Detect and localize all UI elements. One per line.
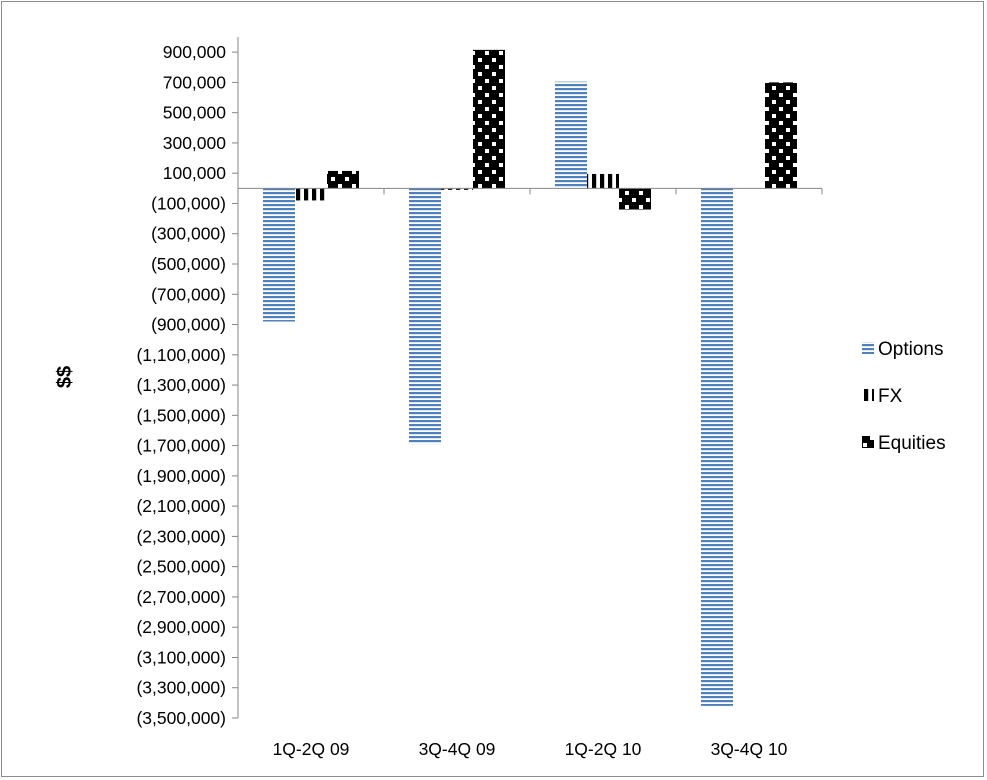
x-axis: 1Q-2Q 09 3Q-4Q 09 1Q-2Q 10 3Q-4Q 10 [237,187,823,759]
bar-equities [765,82,797,189]
legend-item-equities: Equities [862,433,946,454]
y-tick-label: (3,300,000) [136,678,226,698]
x-tick-label: 1Q-2Q 09 [273,739,350,759]
legend-swatch-fx [862,389,874,401]
x-tick-label: 3Q-4Q 10 [711,739,788,759]
bar-equities [327,170,359,189]
y-tick-label: (1,900,000) [136,466,226,486]
y-tick-label: (3,500,000) [136,708,226,728]
legend-item-fx: FX [862,386,903,407]
legend-swatch-equities [862,436,874,448]
y-tick-label: (1,500,000) [136,405,226,425]
bar-options [555,81,587,189]
y-tick-label: (1,700,000) [136,436,226,456]
y-tick-label: 100,000 [163,163,227,183]
y-tick-label: (500,000) [151,254,226,274]
y-tick-label: (1,300,000) [136,375,226,395]
y-tick-label: (2,500,000) [136,557,226,577]
legend-label-options: Options [878,339,943,360]
x-tick-label: 3Q-4Q 09 [419,739,496,759]
y-tick-label: (900,000) [151,315,226,335]
y-tick-label: (1,100,000) [136,345,226,365]
y-tick-label: 900,000 [163,42,227,62]
bar-fx [587,173,619,189]
y-tick-label: (3,100,000) [136,647,226,667]
bar-equities [619,188,651,210]
x-tick-label: 1Q-2Q 10 [565,739,642,759]
legend: Options FX Equities [862,339,946,454]
bars [263,49,797,706]
y-tick-label: 300,000 [163,133,227,153]
y-tick-label: (2,300,000) [136,526,226,546]
bar-equities [473,49,505,189]
legend-swatch-options [862,342,874,354]
bar-options [263,188,295,322]
y-tick-label: 700,000 [163,72,227,92]
legend-item-options: Options [862,339,943,360]
bar-options [409,188,441,445]
bar-options [701,188,733,706]
y-tick-label: (300,000) [151,224,226,244]
y-tick-label: (2,900,000) [136,617,226,637]
y-tick-label: (2,100,000) [136,496,226,516]
y-axis: 900,000 700,000 500,000 300,000 100,000 (100,… [136,37,239,728]
y-tick-label: (700,000) [151,284,226,304]
y-tick-label: (2,700,000) [136,587,226,607]
y-axis-title: $$ [54,366,76,388]
y-tick-label: 500,000 [163,103,227,123]
legend-label-equities: Equities [878,433,946,454]
bar-fx [295,188,327,201]
y-tick-label: (100,000) [151,193,226,213]
legend-label-fx: FX [878,386,903,407]
bar-fx [441,188,473,190]
